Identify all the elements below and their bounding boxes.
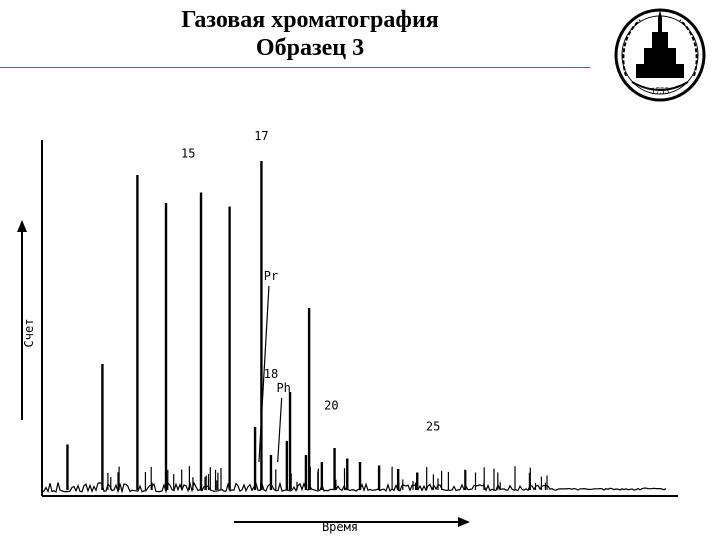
y-axis-label: Счет bbox=[22, 319, 36, 348]
header-rule bbox=[0, 67, 590, 68]
ph-leader bbox=[277, 397, 283, 463]
peak-label-25: 25 bbox=[426, 420, 440, 434]
chart-title-line1: Газовая хроматография bbox=[181, 7, 439, 33]
peak-label-18: 18 bbox=[264, 367, 278, 381]
peak-label-15: 15 bbox=[181, 147, 195, 161]
peak-label-20: 20 bbox=[324, 399, 338, 413]
emblem-year: 1755 bbox=[651, 86, 670, 96]
y-arrowhead bbox=[17, 220, 27, 232]
baseline-noise bbox=[41, 481, 667, 494]
chart-title-line2: Образец 3 bbox=[255, 35, 365, 61]
pr-leader bbox=[258, 285, 270, 463]
x-axis-label: Время bbox=[322, 520, 358, 534]
peak-label-ph: Ph bbox=[276, 381, 290, 395]
university-emblem: 1755 bbox=[614, 8, 706, 102]
x-arrowhead bbox=[458, 517, 470, 527]
peak-label-17: 17 bbox=[254, 129, 268, 143]
peak-label-pr: Pr bbox=[264, 269, 278, 283]
